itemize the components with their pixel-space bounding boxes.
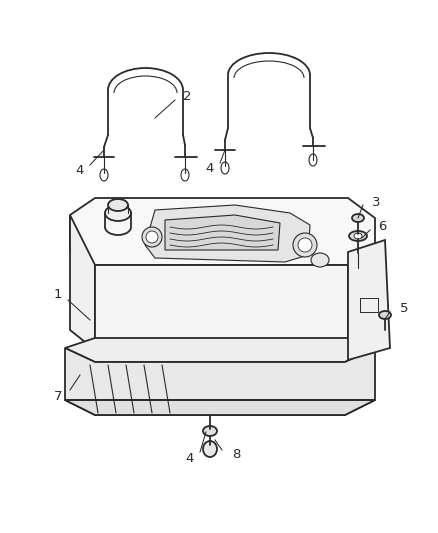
Polygon shape — [348, 252, 375, 350]
Ellipse shape — [203, 441, 217, 457]
Ellipse shape — [349, 231, 367, 241]
Polygon shape — [348, 240, 390, 360]
Ellipse shape — [105, 205, 131, 221]
Polygon shape — [65, 400, 375, 415]
Text: 8: 8 — [232, 448, 240, 461]
Ellipse shape — [293, 233, 317, 257]
Ellipse shape — [181, 169, 189, 181]
Ellipse shape — [379, 311, 391, 319]
Text: 1: 1 — [54, 288, 62, 302]
Polygon shape — [145, 205, 310, 262]
Polygon shape — [65, 348, 375, 415]
Polygon shape — [65, 338, 375, 362]
Text: 4: 4 — [76, 164, 84, 176]
Polygon shape — [70, 198, 375, 265]
Text: 2: 2 — [183, 91, 191, 103]
Ellipse shape — [108, 199, 128, 211]
Text: 4: 4 — [206, 161, 214, 174]
Ellipse shape — [203, 426, 217, 436]
Polygon shape — [95, 265, 348, 350]
Text: 6: 6 — [378, 221, 386, 233]
Text: 7: 7 — [54, 390, 62, 402]
Ellipse shape — [142, 227, 162, 247]
Ellipse shape — [352, 214, 364, 222]
Ellipse shape — [354, 233, 362, 239]
Ellipse shape — [146, 231, 158, 243]
Text: 3: 3 — [372, 196, 381, 208]
Ellipse shape — [298, 238, 312, 252]
Ellipse shape — [100, 169, 108, 181]
Text: 5: 5 — [400, 302, 409, 314]
Ellipse shape — [309, 154, 317, 166]
Polygon shape — [165, 215, 280, 250]
Ellipse shape — [311, 253, 329, 267]
Ellipse shape — [221, 162, 229, 174]
Polygon shape — [70, 215, 95, 350]
Text: 4: 4 — [186, 451, 194, 464]
